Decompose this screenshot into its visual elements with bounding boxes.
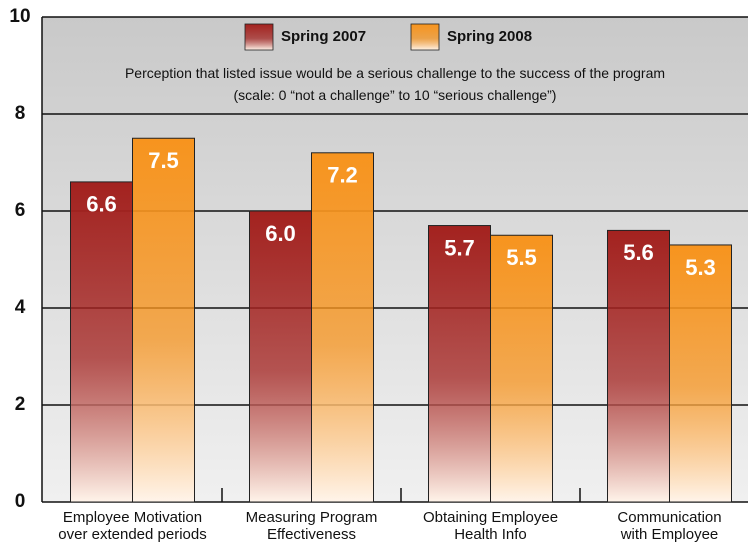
- y-tick-label: 10: [9, 6, 30, 27]
- y-tick-label: 8: [15, 103, 26, 124]
- x-tick-label: Employee Motivation over extended period…: [58, 509, 207, 543]
- value-label: 5.5: [506, 245, 537, 270]
- y-tick-label: 4: [15, 297, 26, 318]
- x-tick-label: Obtaining Employee Health Info: [422, 509, 559, 543]
- subtitle: Perception that listed issue would be a …: [124, 65, 666, 103]
- legend-swatch: [244, 23, 274, 51]
- y-tick-label: 0: [15, 491, 26, 512]
- bar: [490, 234, 553, 503]
- value-label: 6.6: [86, 192, 117, 217]
- legend-label: Spring 2007: [281, 28, 366, 45]
- x-tick-label: Measuring Program Effectiveness: [245, 509, 378, 543]
- x-tick-label: Communication with Employee: [617, 509, 722, 543]
- value-label: 5.7: [444, 235, 475, 260]
- bar: [132, 137, 195, 503]
- bar: [311, 152, 374, 503]
- value-label: 6.0: [265, 221, 296, 246]
- legend-swatch: [410, 23, 440, 51]
- value-label: 7.5: [148, 148, 179, 173]
- value-label: 5.6: [623, 240, 654, 265]
- bar: [428, 225, 491, 503]
- legend-label: Spring 2008: [447, 28, 532, 45]
- y-tick-label: 2: [15, 394, 26, 415]
- bar: [70, 181, 133, 503]
- value-label: 7.2: [327, 163, 358, 188]
- value-label: 5.3: [685, 255, 716, 280]
- bar: [249, 210, 312, 503]
- bar: [669, 244, 732, 503]
- bar: [607, 229, 670, 503]
- y-tick-label: 6: [15, 200, 26, 221]
